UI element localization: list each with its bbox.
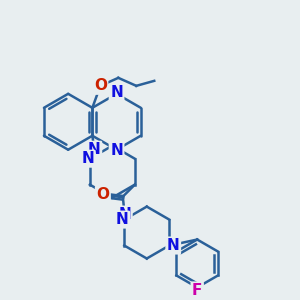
- Text: N: N: [110, 85, 123, 100]
- Text: N: N: [118, 207, 131, 222]
- Text: N: N: [82, 151, 94, 166]
- Text: N: N: [116, 212, 129, 227]
- Text: F: F: [192, 283, 202, 298]
- Text: N: N: [167, 238, 180, 253]
- Text: N: N: [88, 142, 101, 157]
- Text: O: O: [96, 187, 110, 202]
- Text: N: N: [110, 143, 123, 158]
- Text: O: O: [94, 78, 107, 93]
